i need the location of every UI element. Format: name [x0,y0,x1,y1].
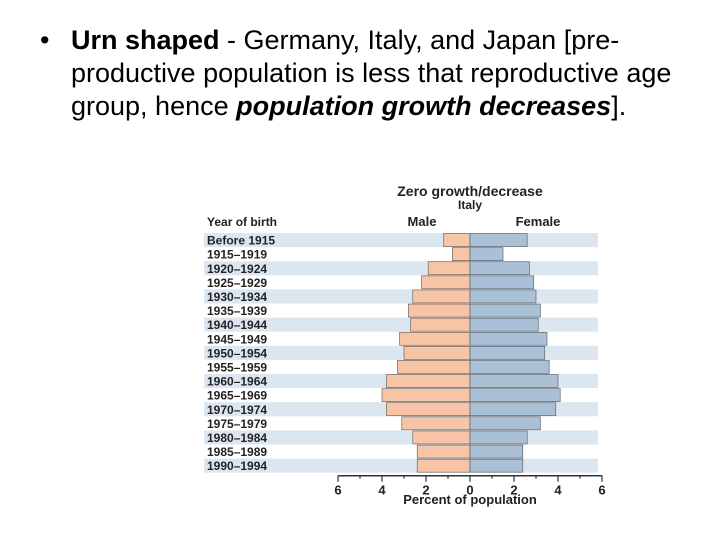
body-text-1: - Germany, Italy, and Japan [pre-product… [71,25,672,121]
category-label: 1970–1974 [207,403,267,417]
category-label: 1915–1919 [207,248,267,262]
chart-title: Zero growth/decrease [397,183,543,199]
female-bar [469,331,548,346]
x-tick-label: 0 [466,483,473,498]
male-bar [397,360,471,374]
male-bar [401,416,471,431]
x-axis-label: Percent of population [403,492,537,507]
category-label: 1930–1934 [207,290,267,304]
category-label: 1985–1989 [207,445,267,459]
male-bar [412,430,471,445]
slide-text: • Urn shaped - Germany, Italy, and Japan… [40,24,700,123]
male-bar [412,289,471,304]
x-tick-label: 2 [510,483,517,498]
category-label: 1940–1944 [207,318,267,332]
category-header: Year of birth [207,215,277,229]
female-bar [469,289,537,304]
body-text-2: ]. [611,91,627,121]
female-bar [469,388,561,402]
legend-female: Female [516,214,561,229]
category-label: 1950–1954 [207,346,267,360]
male-bar [416,458,471,473]
male-bar [427,261,471,276]
male-bar [452,247,471,261]
female-bar [469,360,550,374]
legend-male: Male [408,214,437,229]
female-bar [469,374,559,388]
bullet-item: • Urn shaped - Germany, Italy, and Japan… [40,24,700,123]
category-label: 1960–1964 [207,375,267,389]
male-bar [386,402,471,417]
bullet-dot: • [40,25,50,55]
male-bar [443,233,471,247]
male-bar [421,275,471,290]
male-bar [410,317,471,332]
category-label: 1980–1984 [207,431,267,445]
male-bar [408,303,471,318]
pyramid-svg: Zero growth/decrease Italy Year of birth… [204,183,606,507]
lead-bold-text: Urn shaped [71,25,220,55]
category-label: 1975–1979 [207,417,267,431]
x-tick-label: 4 [378,483,386,498]
category-label: 1935–1939 [207,304,267,318]
female-bar [469,402,557,417]
male-bar [386,374,471,388]
female-bar [469,247,504,261]
female-bar [469,416,541,431]
female-bar [469,261,530,276]
category-label: 1990–1994 [207,459,267,473]
category-label: 1945–1949 [207,332,267,346]
female-bar [469,458,524,473]
female-bar [469,303,541,318]
category-label: 1920–1924 [207,262,267,276]
female-bar [469,444,524,459]
female-bar [469,233,528,247]
male-bar [416,444,471,459]
female-bar [469,317,539,332]
population-pyramid-chart: Zero growth/decrease Italy Year of birth… [200,178,610,518]
female-bar [469,275,535,290]
category-label: 1955–1959 [207,361,267,375]
category-label: Before 1915 [207,234,275,248]
category-label: 1965–1969 [207,389,267,403]
x-tick-label: 2 [422,483,429,498]
male-bar [381,388,471,402]
emphasis-text: population growth decreases [236,91,612,121]
chart-subtitle: Italy [458,198,482,212]
male-bar [399,331,471,346]
female-bar [469,346,546,360]
male-bar [403,346,471,360]
category-label: 1925–1929 [207,276,267,290]
x-tick-label: 6 [598,483,605,498]
female-bar [469,430,528,445]
x-tick-label: 6 [334,483,341,498]
x-tick-label: 4 [554,483,562,498]
